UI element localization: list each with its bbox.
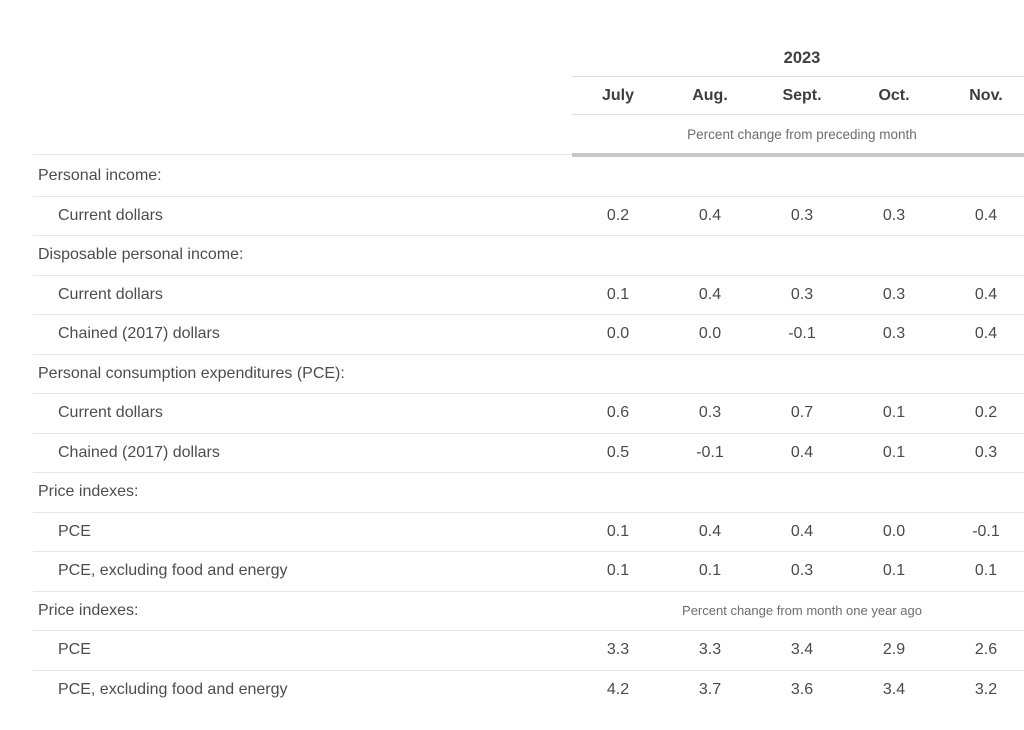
table-row: Price indexes: Percent change from month … (33, 592, 1024, 631)
value-cell: 0.6 (606, 404, 630, 422)
value-cell: 0.3 (882, 325, 906, 343)
value-cell: 0.7 (790, 404, 814, 422)
value-cell: 0.1 (606, 522, 630, 540)
table-row: Current dollars 0.6 0.3 0.7 0.1 0.2 (33, 394, 1024, 434)
value-cell: 2.9 (882, 641, 906, 659)
value-cell: -0.1 (972, 522, 1000, 540)
value-cell: 0.4 (790, 522, 814, 540)
value-cell: 2.6 (974, 641, 998, 659)
table-row: Personal consumption expenditures (PCE): (33, 355, 1024, 394)
row-label: PCE, excluding food and energy (58, 681, 288, 699)
table-row: PCE, excluding food and energy 4.2 3.7 3.6 3… (33, 671, 1024, 711)
value-cell: 0.2 (974, 404, 998, 422)
value-cell: 0.3 (790, 562, 814, 580)
value-cell: 0.1 (698, 562, 722, 580)
column-header-july: July (601, 86, 634, 104)
row-label: Chained (2017) dollars (58, 325, 220, 343)
value-cell: 3.6 (790, 681, 814, 699)
section-label: Disposable personal income: (38, 246, 244, 264)
year-label: 2023 (783, 48, 821, 67)
unit-note-row: Percent change from preceding month (572, 115, 1024, 153)
row-label: Current dollars (58, 206, 163, 224)
value-cell: -0.1 (696, 443, 724, 461)
thick-separator-bar (572, 153, 1024, 157)
table-row: Price indexes: (33, 473, 1024, 513)
value-cell: 0.1 (882, 443, 906, 461)
value-cell: 0.2 (606, 206, 630, 224)
section-label: Personal income: (38, 167, 162, 185)
column-header-aug: Aug. (692, 86, 728, 104)
table-body: Personal income: Current dollars 0.2 0.4 0.3… (33, 157, 1024, 710)
value-cell: 0.1 (882, 562, 906, 580)
value-cell: 0.3 (974, 443, 998, 461)
value-cell: 3.7 (698, 681, 722, 699)
row-label: Current dollars (58, 285, 163, 303)
table-row: Chained (2017) dollars 0.0 0.0 -0.1 0.3 0.4 (33, 315, 1024, 355)
table-row: PCE, excluding food and energy 0.1 0.1 0.3 0… (33, 552, 1024, 592)
unit-note-bottom: Percent change from month one year ago (682, 603, 922, 619)
value-cell: 0.1 (606, 562, 630, 580)
table-row: PCE 0.1 0.4 0.4 0.0 -0.1 (33, 513, 1024, 552)
section-label: Price indexes: (38, 601, 139, 619)
table-header: 2023 July Aug. Sept. Oct. Nov. Percent chang… (572, 40, 1024, 153)
value-cell: 0.4 (974, 206, 998, 224)
value-cell: 0.1 (974, 562, 998, 580)
section-label: Personal consumption expenditures (PCE): (38, 364, 345, 382)
unit-note-top: Percent change from preceding month (687, 126, 917, 142)
value-cell: 0.3 (790, 206, 814, 224)
row-label: Current dollars (58, 404, 163, 422)
table-row: Personal income: (33, 157, 1024, 197)
value-cell: -0.1 (788, 325, 816, 343)
column-header-oct: Oct. (878, 86, 910, 104)
value-cell: 0.1 (882, 404, 906, 422)
value-cell: 3.3 (606, 641, 630, 659)
value-cell: 0.1 (606, 285, 630, 303)
value-cell: 0.4 (698, 206, 722, 224)
row-label: Chained (2017) dollars (58, 443, 220, 461)
value-cell: 0.3 (790, 285, 814, 303)
table-row: Current dollars 0.1 0.4 0.3 0.3 0.4 (33, 276, 1024, 315)
value-cell: 0.4 (974, 325, 998, 343)
value-cell: 0.0 (606, 325, 630, 343)
months-row: July Aug. Sept. Oct. Nov. (572, 77, 1024, 115)
row-label: PCE (58, 522, 91, 540)
value-cell: 3.4 (790, 641, 814, 659)
value-cell: 0.4 (698, 522, 722, 540)
value-cell: 0.0 (882, 522, 906, 540)
value-cell: 0.5 (606, 443, 630, 461)
thick-separator (33, 153, 1024, 157)
table-row: PCE 3.3 3.3 3.4 2.9 2.6 (33, 631, 1024, 671)
table-row: Disposable personal income: (33, 236, 1024, 276)
table-row: Chained (2017) dollars 0.5 -0.1 0.4 0.1 0.3 (33, 434, 1024, 473)
value-cell: 3.2 (974, 681, 998, 699)
row-label: PCE (58, 641, 91, 659)
column-header-sept: Sept. (782, 86, 822, 104)
value-cell: 3.3 (698, 641, 722, 659)
table-row: Current dollars 0.2 0.4 0.3 0.3 0.4 (33, 197, 1024, 236)
value-cell: 0.4 (790, 443, 814, 461)
value-cell: 0.3 (882, 206, 906, 224)
value-cell: 0.3 (698, 404, 722, 422)
thick-separator-stub-segment (33, 153, 572, 157)
section-label: Price indexes: (38, 483, 139, 501)
value-cell: 0.4 (698, 285, 722, 303)
economic-data-table: 2023 July Aug. Sept. Oct. Nov. Percent chang… (33, 40, 1024, 710)
value-cell: 0.3 (882, 285, 906, 303)
value-cell: 4.2 (606, 681, 630, 699)
row-label: PCE, excluding food and energy (58, 562, 288, 580)
year-row: 2023 (572, 40, 1024, 77)
value-cell: 3.4 (882, 681, 906, 699)
column-header-nov: Nov. (969, 86, 1003, 104)
value-cell: 0.4 (974, 285, 998, 303)
value-cell: 0.0 (698, 325, 722, 343)
